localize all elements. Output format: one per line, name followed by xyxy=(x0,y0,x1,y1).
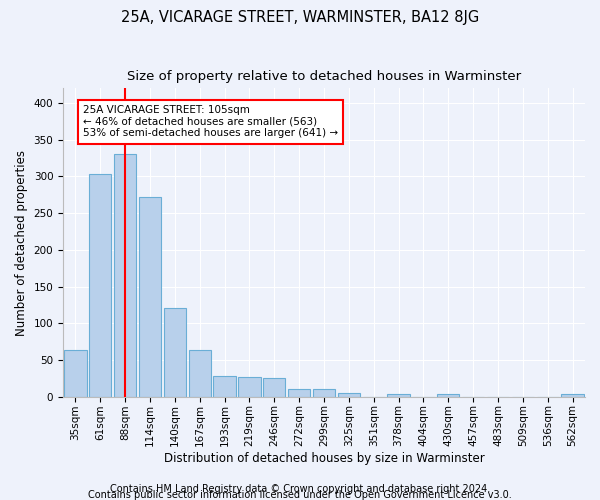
X-axis label: Distribution of detached houses by size in Warminster: Distribution of detached houses by size … xyxy=(164,452,484,465)
Bar xyxy=(437,394,460,396)
Bar xyxy=(164,308,186,396)
Bar xyxy=(64,350,86,397)
Bar xyxy=(139,197,161,396)
Bar xyxy=(238,377,260,396)
Bar xyxy=(338,393,360,396)
Bar xyxy=(263,378,286,396)
Text: 25A VICARAGE STREET: 105sqm
← 46% of detached houses are smaller (563)
53% of se: 25A VICARAGE STREET: 105sqm ← 46% of det… xyxy=(83,105,338,138)
Bar xyxy=(388,394,410,396)
Bar xyxy=(89,174,112,396)
Bar xyxy=(288,388,310,396)
Text: Contains public sector information licensed under the Open Government Licence v3: Contains public sector information licen… xyxy=(88,490,512,500)
Bar xyxy=(313,388,335,396)
Bar xyxy=(188,350,211,397)
Title: Size of property relative to detached houses in Warminster: Size of property relative to detached ho… xyxy=(127,70,521,83)
Text: 25A, VICARAGE STREET, WARMINSTER, BA12 8JG: 25A, VICARAGE STREET, WARMINSTER, BA12 8… xyxy=(121,10,479,25)
Bar xyxy=(562,394,584,396)
Text: Contains HM Land Registry data © Crown copyright and database right 2024.: Contains HM Land Registry data © Crown c… xyxy=(110,484,490,494)
Bar xyxy=(114,154,136,396)
Bar xyxy=(214,376,236,396)
Y-axis label: Number of detached properties: Number of detached properties xyxy=(15,150,28,336)
